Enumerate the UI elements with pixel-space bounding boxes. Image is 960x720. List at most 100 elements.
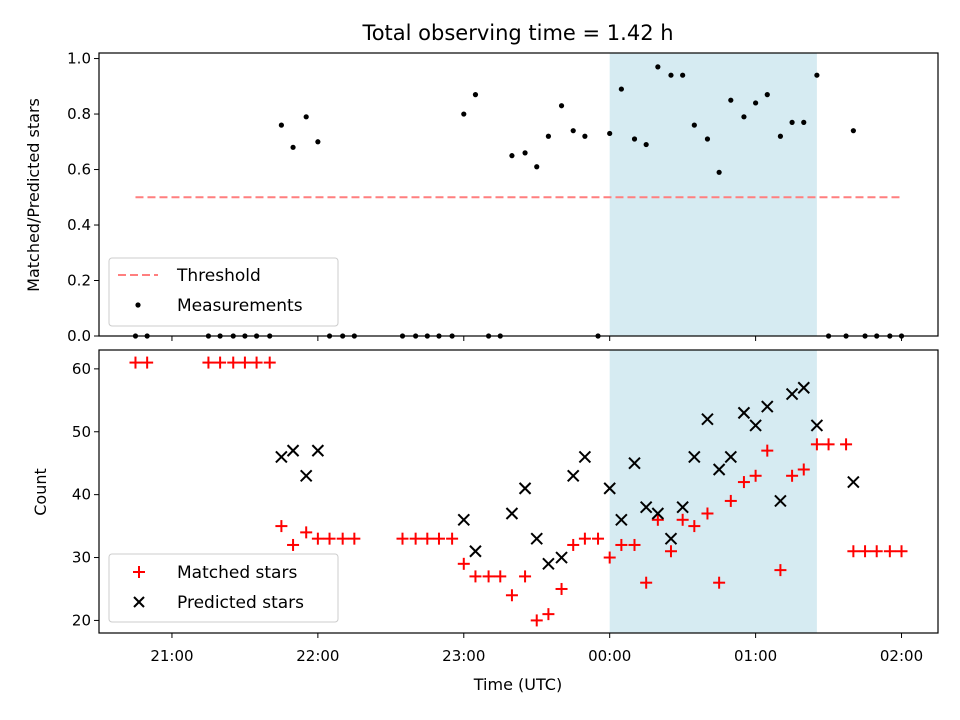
top-y-ticks: 0.0 0.2 0.4 0.6 0.8 1.0 — [67, 50, 99, 345]
predicted-star-point — [542, 557, 555, 571]
matched-star-point — [737, 476, 750, 489]
bottom-legend-box — [108, 553, 339, 623]
measurement-point — [716, 169, 722, 175]
predicted-star-stroke-b — [555, 551, 568, 564]
measurement-point — [509, 153, 515, 159]
predicted-star-point — [785, 387, 799, 401]
measurement-point — [764, 92, 770, 98]
predicted-star-stroke-b — [275, 450, 288, 464]
matched-star-point — [519, 570, 532, 583]
predicted-stars-points — [275, 381, 860, 571]
matched-star-point — [482, 570, 495, 583]
x-axis-label: Time (UTC) — [473, 675, 562, 694]
predicted-star-point — [749, 419, 762, 432]
bottom-axes-frame — [98, 349, 939, 634]
top-x-ticks — [171, 336, 903, 341]
predicted-star-stroke-b — [505, 507, 519, 520]
predicted-star-point — [810, 419, 824, 432]
matched-star-point — [628, 538, 641, 551]
matched-star-point — [396, 532, 409, 545]
measurement-point — [461, 111, 467, 117]
bottom-y-tick-label: 20 — [72, 611, 91, 629]
matched-star-point — [797, 463, 810, 476]
measurement-point — [545, 133, 552, 139]
matched-star-point — [651, 513, 664, 526]
matched-star-point — [822, 438, 835, 451]
predicted-star-point — [311, 444, 325, 457]
measurement-point — [668, 72, 674, 78]
measurement-point — [303, 114, 309, 120]
predicted-star-stroke-b — [701, 412, 714, 426]
matched-star-point — [615, 538, 628, 551]
matched-star-point — [275, 520, 288, 533]
measurement-point — [789, 119, 795, 125]
top-y-axis-label: Matched/Predicted stars — [24, 98, 43, 292]
predicted-star-stroke-b — [847, 475, 860, 489]
matched-star-point — [530, 614, 543, 627]
top-y-tick-label: 0.6 — [67, 161, 91, 179]
matched-star-point — [300, 526, 313, 539]
predicted-star-point — [651, 507, 665, 520]
matched-star-point — [336, 532, 349, 545]
bottom-y-tick-label: 60 — [72, 360, 91, 378]
matched-star-point — [432, 532, 445, 545]
top-panel: 0.0 0.2 0.4 0.6 0.8 1.0 Matched/Predicted sta… — [24, 50, 939, 345]
legend-measurements-label: Measurements — [177, 296, 303, 316]
predicted-star-stroke-b — [311, 444, 325, 457]
predicted-star-stroke-b — [530, 532, 543, 545]
predicted-star-point — [603, 482, 616, 495]
matched-star-point — [724, 494, 737, 507]
bottom-x-ticks: 21:00 22:00 23:00 00:00 01:00 02:00 — [150, 633, 923, 665]
matched-star-point — [859, 545, 872, 558]
measurement-point — [607, 130, 613, 137]
matched-star-point — [786, 469, 799, 482]
measurement-point — [631, 136, 638, 142]
predicted-star-point — [701, 412, 714, 426]
measurement-point — [472, 92, 479, 98]
predicted-star-point — [530, 532, 543, 545]
predicted-star-stroke-b — [518, 482, 532, 495]
predicted-star-stroke-b — [603, 482, 616, 495]
predicted-star-point — [457, 513, 470, 527]
measurement-point — [728, 97, 734, 103]
top-y-tick-label: 0.2 — [67, 272, 91, 290]
predicted-star-point — [615, 513, 628, 527]
predicted-star-point — [761, 400, 774, 413]
matched-star-point — [640, 576, 653, 589]
matched-star-point — [323, 532, 336, 545]
bottom-x-tick-label: 21:00 — [150, 647, 193, 665]
legend-measurements-swatch — [135, 302, 141, 308]
matched-star-point — [214, 356, 227, 369]
matched-star-point — [774, 564, 787, 577]
predicted-star-stroke-b — [761, 400, 774, 413]
matched-star-point — [895, 545, 908, 558]
bottom-x-tick-label: 23:00 — [442, 647, 485, 665]
predicted-star-point — [688, 450, 701, 464]
matched-star-point — [713, 576, 726, 589]
matched-star-point — [348, 532, 361, 545]
predicted-star-point — [275, 450, 288, 464]
predicted-star-stroke-b — [724, 450, 738, 464]
predicted-star-stroke-b — [810, 419, 824, 432]
matched-star-point — [494, 570, 507, 583]
matched-star-point — [578, 532, 591, 545]
measurement-point — [522, 150, 528, 156]
predicted-star-stroke-b — [712, 463, 726, 476]
matched-star-point — [603, 551, 616, 564]
predicted-star-point — [676, 501, 689, 514]
predicted-star-stroke-b — [542, 557, 555, 571]
matched-star-point — [311, 532, 324, 545]
measurement-point — [315, 139, 321, 145]
predicted-star-stroke-b — [628, 456, 641, 470]
predicted-star-stroke-b — [299, 469, 313, 482]
legend-matched-label: Matched stars — [177, 563, 297, 583]
matched-star-point — [664, 545, 677, 558]
predicted-star-point — [847, 475, 860, 489]
matched-star-point — [202, 356, 215, 369]
legend-predicted-label: Predicted stars — [177, 593, 304, 613]
measurement-point — [655, 64, 661, 70]
legend-predicted-swatch — [133, 596, 145, 608]
measurement-point — [680, 72, 686, 78]
predicted-star-stroke-b — [457, 513, 470, 527]
